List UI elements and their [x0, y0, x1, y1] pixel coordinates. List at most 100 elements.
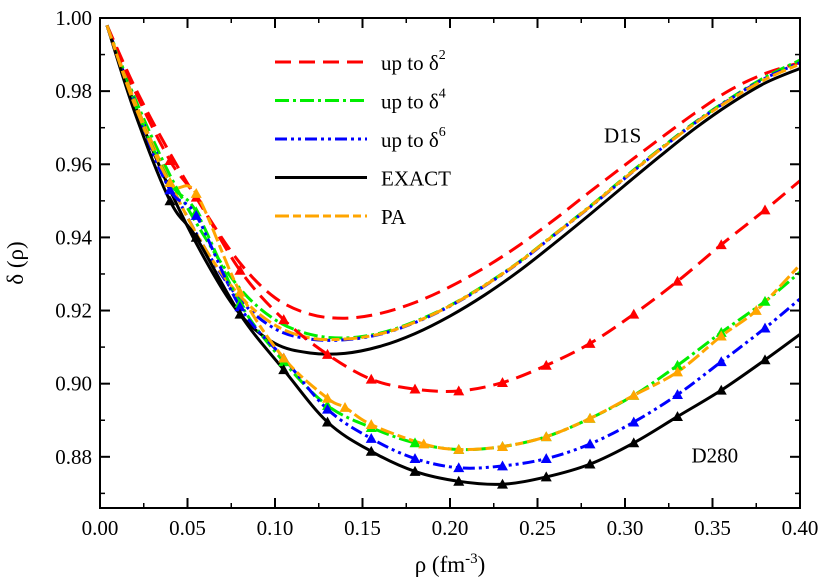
data-point-marker	[365, 445, 377, 456]
data-point-marker	[584, 412, 596, 423]
y-tick-label: 0.92	[55, 299, 92, 323]
data-point-marker	[339, 401, 351, 412]
y-tick-label: 0.96	[55, 152, 92, 176]
data-point-marker	[628, 416, 640, 427]
data-point-marker	[234, 301, 246, 312]
data-point-marker	[234, 286, 246, 297]
data-point-marker	[322, 392, 333, 403]
data-point-marker	[672, 275, 683, 286]
data-point-marker	[672, 359, 683, 370]
data-point-marker	[540, 359, 552, 370]
data-point-marker	[715, 239, 727, 250]
series-line-d1s-pa	[105, 24, 801, 342]
data-point-marker	[628, 389, 640, 400]
x-tick-label: 0.00	[82, 516, 119, 540]
data-point-marker	[628, 437, 640, 448]
x-axis-title-sup: -3	[465, 551, 478, 567]
x-axis-title: ρ (fm-3)	[415, 551, 486, 577]
data-point-marker	[409, 437, 421, 448]
data-point-marker	[234, 308, 246, 319]
data-point-marker	[453, 385, 465, 396]
data-point-marker	[540, 453, 552, 464]
data-point-marker	[715, 356, 727, 367]
data-point-marker	[418, 438, 430, 449]
data-point-marker	[672, 366, 683, 377]
y-tick-label: 0.90	[55, 372, 92, 396]
data-point-marker	[497, 377, 508, 387]
data-point-marker	[759, 322, 771, 333]
data-point-marker	[164, 155, 176, 166]
legend-label-exact: EXACT	[381, 167, 451, 191]
data-point-marker	[759, 354, 771, 365]
data-point-marker	[759, 295, 771, 306]
x-tick-label: 0.15	[344, 516, 381, 540]
curve-label-d1s: D1S	[604, 123, 641, 147]
x-tick-label: 0.25	[519, 516, 556, 540]
y-tick-label: 0.94	[55, 225, 92, 249]
y-tick-label: 0.88	[55, 445, 92, 469]
data-point-marker	[497, 441, 508, 451]
data-point-marker	[409, 453, 421, 464]
curve-label-d280: D280	[692, 443, 739, 467]
data-point-marker	[672, 389, 683, 400]
data-point-marker	[190, 209, 202, 220]
data-point-marker	[759, 204, 771, 215]
data-point-marker	[164, 177, 176, 187]
data-point-marker	[409, 465, 421, 476]
x-axis-title-tail: )	[478, 552, 486, 577]
series-line-d1s-up-to-4	[105, 24, 801, 340]
data-point-marker	[540, 431, 552, 442]
data-point-marker	[453, 443, 465, 454]
curve-labels: D1S D280	[604, 123, 738, 467]
legend-label-pa: PA	[381, 205, 407, 229]
data-point-marker	[628, 308, 640, 319]
data-point-marker	[322, 416, 333, 427]
data-point-marker	[190, 231, 202, 242]
tick-layer: 0.00 0.05 0.10 0.15 0.20 0.25 0.30 0.35 0.40 0.88…	[55, 6, 818, 540]
x-axis-title-base: ρ (fm	[415, 552, 466, 577]
legend-label-d4: up to δ4	[381, 87, 446, 114]
legend-label-d6: up to δ6	[381, 125, 446, 152]
data-point-marker	[715, 330, 727, 341]
data-point-marker	[453, 462, 465, 473]
x-tick-label: 0.05	[169, 516, 206, 540]
legend: up to δ2 up to δ4 up to δ6 EXACT PA	[275, 48, 451, 229]
data-point-marker	[190, 188, 202, 198]
data-point-marker	[234, 264, 246, 275]
data-point-marker	[672, 411, 683, 421]
y-tick-label: 0.98	[55, 79, 92, 103]
data-point-marker	[409, 383, 421, 394]
data-point-marker	[278, 314, 290, 325]
data-point-marker	[278, 364, 290, 375]
data-point-marker	[750, 305, 762, 315]
x-tick-label: 0.30	[607, 516, 644, 540]
data-point-marker	[164, 184, 176, 195]
legend-label-d2: up to δ2	[381, 48, 446, 75]
data-point-marker	[715, 384, 727, 395]
data-point-marker	[497, 478, 508, 489]
x-tick-label: 0.40	[782, 516, 819, 540]
data-point-marker	[365, 419, 377, 430]
y-axis-title: δ (ρ)	[3, 241, 28, 284]
data-point-marker	[164, 195, 176, 206]
data-point-marker	[540, 471, 552, 482]
data-point-marker	[322, 403, 333, 414]
x-tick-label: 0.20	[432, 516, 469, 540]
x-tick-label: 0.35	[694, 516, 731, 540]
data-point-marker	[453, 475, 465, 486]
data-point-marker	[322, 348, 333, 359]
series-line-d1s-exact	[105, 24, 801, 356]
x-tick-label: 0.10	[257, 516, 294, 540]
y-tick-label: 1.00	[55, 6, 92, 30]
data-point-marker	[584, 458, 596, 469]
data-point-marker	[365, 373, 377, 384]
data-point-marker	[278, 352, 290, 363]
data-point-marker	[584, 438, 596, 449]
series-line-d1s-up-to-2	[105, 24, 801, 320]
data-point-marker	[497, 460, 508, 471]
series-line-d280-pa	[105, 24, 802, 452]
data-point-marker	[365, 433, 377, 443]
data-point-marker	[584, 337, 596, 348]
